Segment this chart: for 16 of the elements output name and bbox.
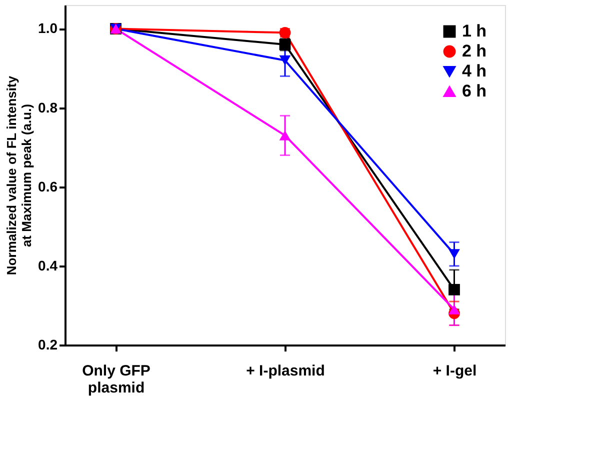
- legend-label: 2 h: [462, 42, 487, 60]
- y-axis-title: Normalized value of FL intensity at Maximum peak (a.u.): [4, 75, 34, 276]
- point: [448, 284, 460, 296]
- y-tick-label: 0.6: [38, 178, 58, 194]
- y-tick-label: 0.4: [38, 257, 58, 274]
- x-tick-label: + I-plasmid: [246, 362, 325, 380]
- legend-label: 4 h: [462, 62, 487, 80]
- x-tick-label: Only GFP plasmid: [82, 362, 150, 396]
- y-tick-label: 0.8: [38, 99, 58, 116]
- point: [279, 55, 291, 66]
- y-tick-label: 1.0: [38, 20, 58, 36]
- x-tick-label: + I-gel: [432, 362, 477, 380]
- point: [448, 249, 460, 260]
- y-tick-label: 0.2: [38, 336, 58, 352]
- legend-label: 1 h: [462, 22, 487, 40]
- legend-label: 6 h: [462, 82, 487, 100]
